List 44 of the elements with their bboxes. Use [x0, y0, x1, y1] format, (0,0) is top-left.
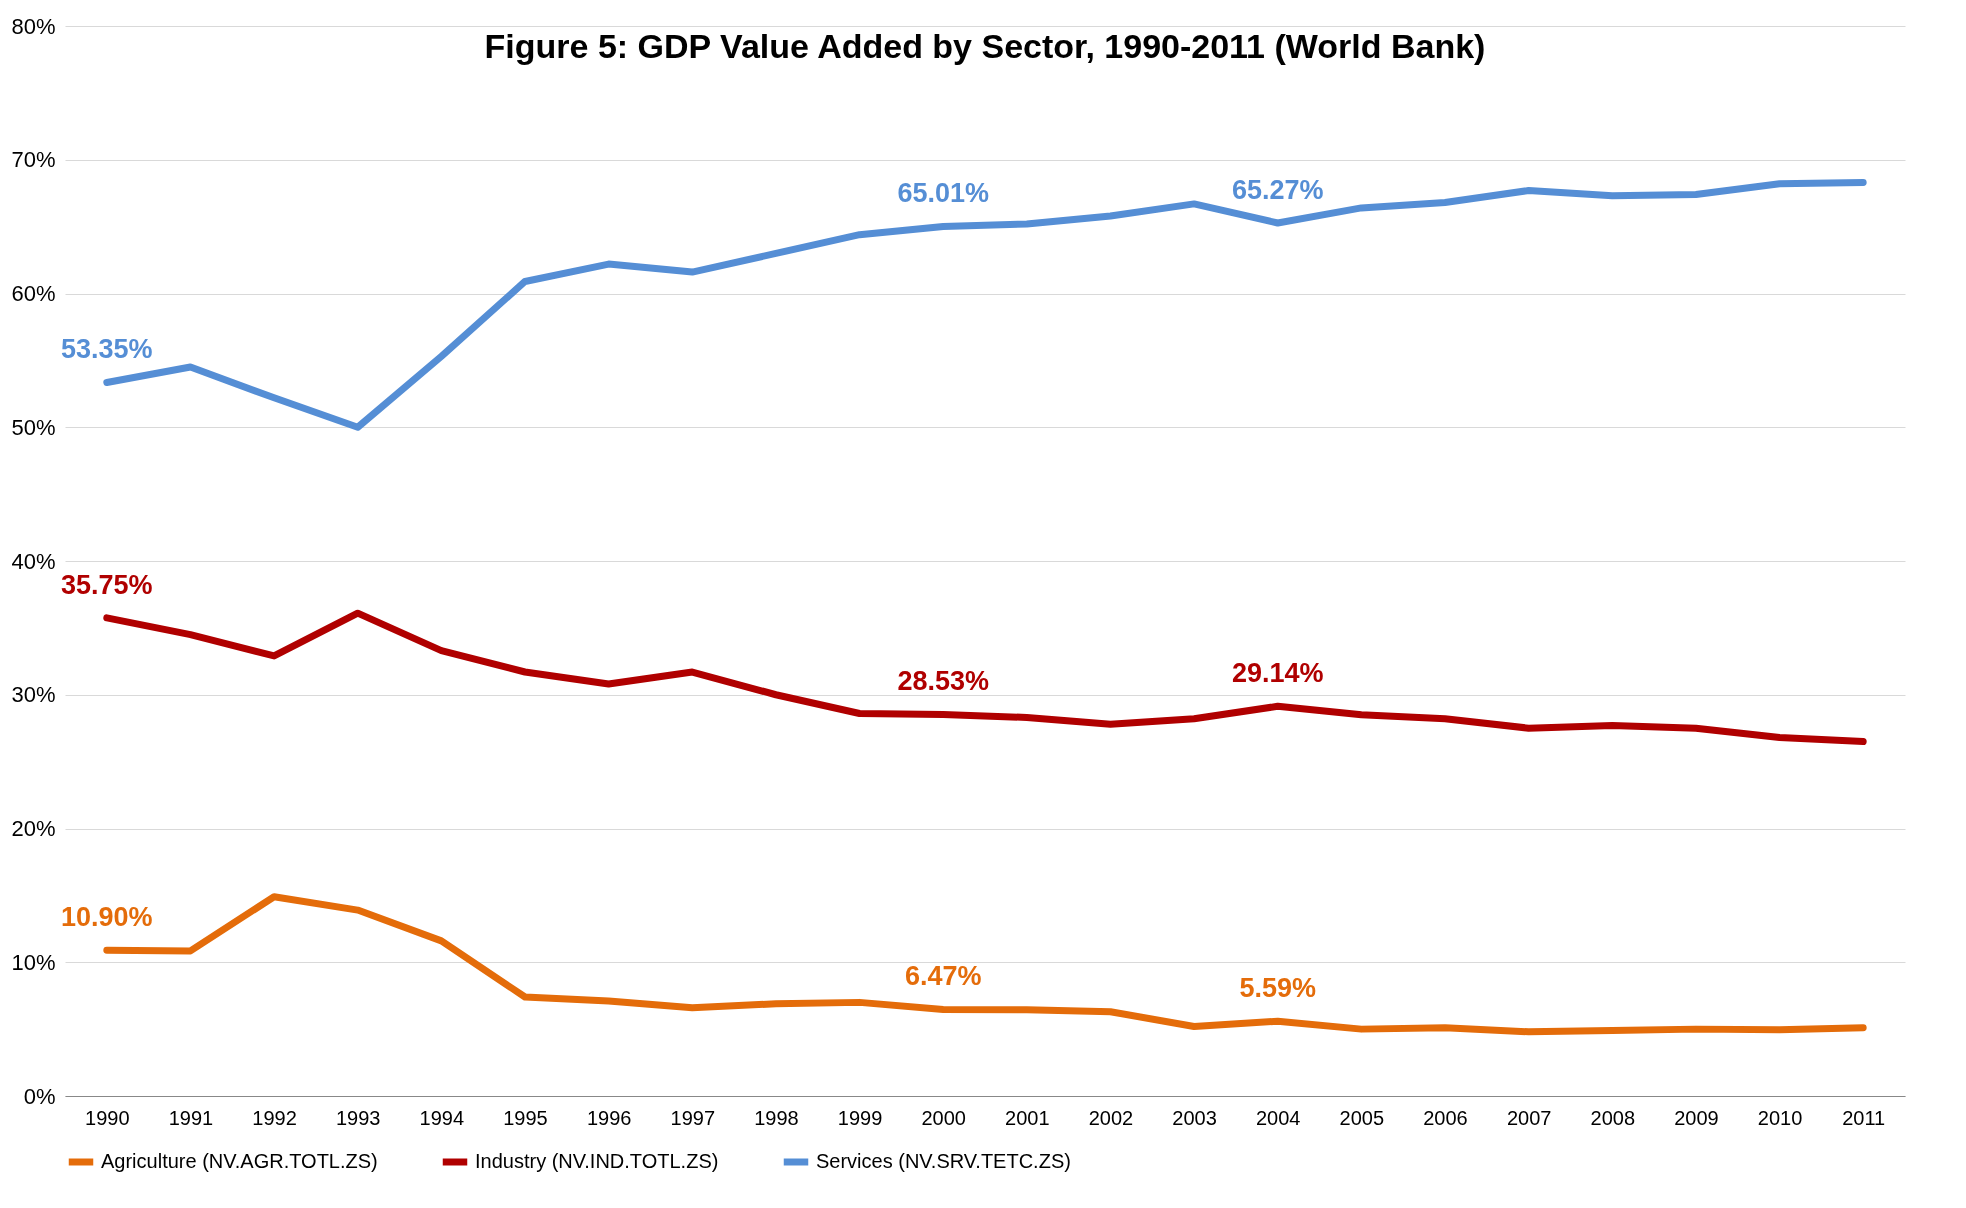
y-tick-label: 30% [11, 682, 56, 708]
legend-label: Agriculture (NV.AGR.TOTL.ZS) [101, 1150, 378, 1172]
x-tick-label: 1995 [503, 1106, 548, 1129]
x-tick-label: 2006 [1423, 1106, 1468, 1129]
x-tick-label: 1998 [754, 1106, 799, 1129]
data-label: 6.47% [904, 961, 982, 992]
x-tick-label: 2009 [1674, 1106, 1719, 1129]
y-tick-label: 10% [11, 949, 56, 975]
x-tick-label: 2001 [1005, 1106, 1050, 1129]
x-tick-label: 1999 [837, 1106, 883, 1129]
data-label: 65.27% [1231, 175, 1324, 206]
x-tick-label: 1991 [168, 1106, 214, 1129]
data-label: 35.75% [61, 569, 153, 600]
x-tick-label: 1993 [335, 1106, 381, 1129]
x-tick-label: 1992 [252, 1106, 297, 1129]
legend-label: Services (NV.SRV.TETC.ZS) [816, 1150, 1071, 1172]
y-tick-label: 20% [11, 816, 56, 841]
x-tick-label: 2011 [1842, 1106, 1886, 1129]
data-label: 28.53% [897, 666, 989, 697]
data-label: 65.01% [897, 178, 989, 209]
x-tick-label: 2002 [1088, 1106, 1134, 1129]
y-tick-label: 60% [11, 281, 56, 306]
y-tick-label: 50% [11, 414, 56, 440]
x-tick-label: 1990 [85, 1106, 130, 1129]
x-tick-label: 2003 [1172, 1106, 1217, 1129]
data-label: 5.59% [1239, 973, 1317, 1004]
x-tick-label: 2008 [1590, 1106, 1636, 1129]
x-tick-label: 2010 [1757, 1106, 1803, 1129]
data-label: 29.14% [1231, 658, 1324, 689]
x-tick-label: 1994 [419, 1106, 465, 1129]
chart-title: Figure 5: GDP Value Added by Sector, 1990-2011 (World Bank) [484, 27, 1486, 65]
x-tick-label: 2007 [1506, 1106, 1552, 1129]
legend-label: Industry (NV.IND.TOTL.ZS) [475, 1150, 719, 1172]
data-label: 10.90% [61, 902, 153, 933]
x-tick-label: 2000 [921, 1106, 966, 1129]
y-tick-label: 70% [11, 147, 56, 173]
x-tick-label: 1996 [586, 1106, 632, 1129]
x-tick-label: 2004 [1255, 1106, 1301, 1129]
x-tick-label: 1997 [670, 1106, 716, 1129]
data-label: 53.35% [61, 334, 153, 365]
y-tick-label: 80% [11, 13, 56, 39]
y-tick-label: 40% [11, 548, 56, 574]
y-tick-label: 0% [23, 1083, 56, 1109]
x-tick-label: 2005 [1339, 1106, 1385, 1129]
